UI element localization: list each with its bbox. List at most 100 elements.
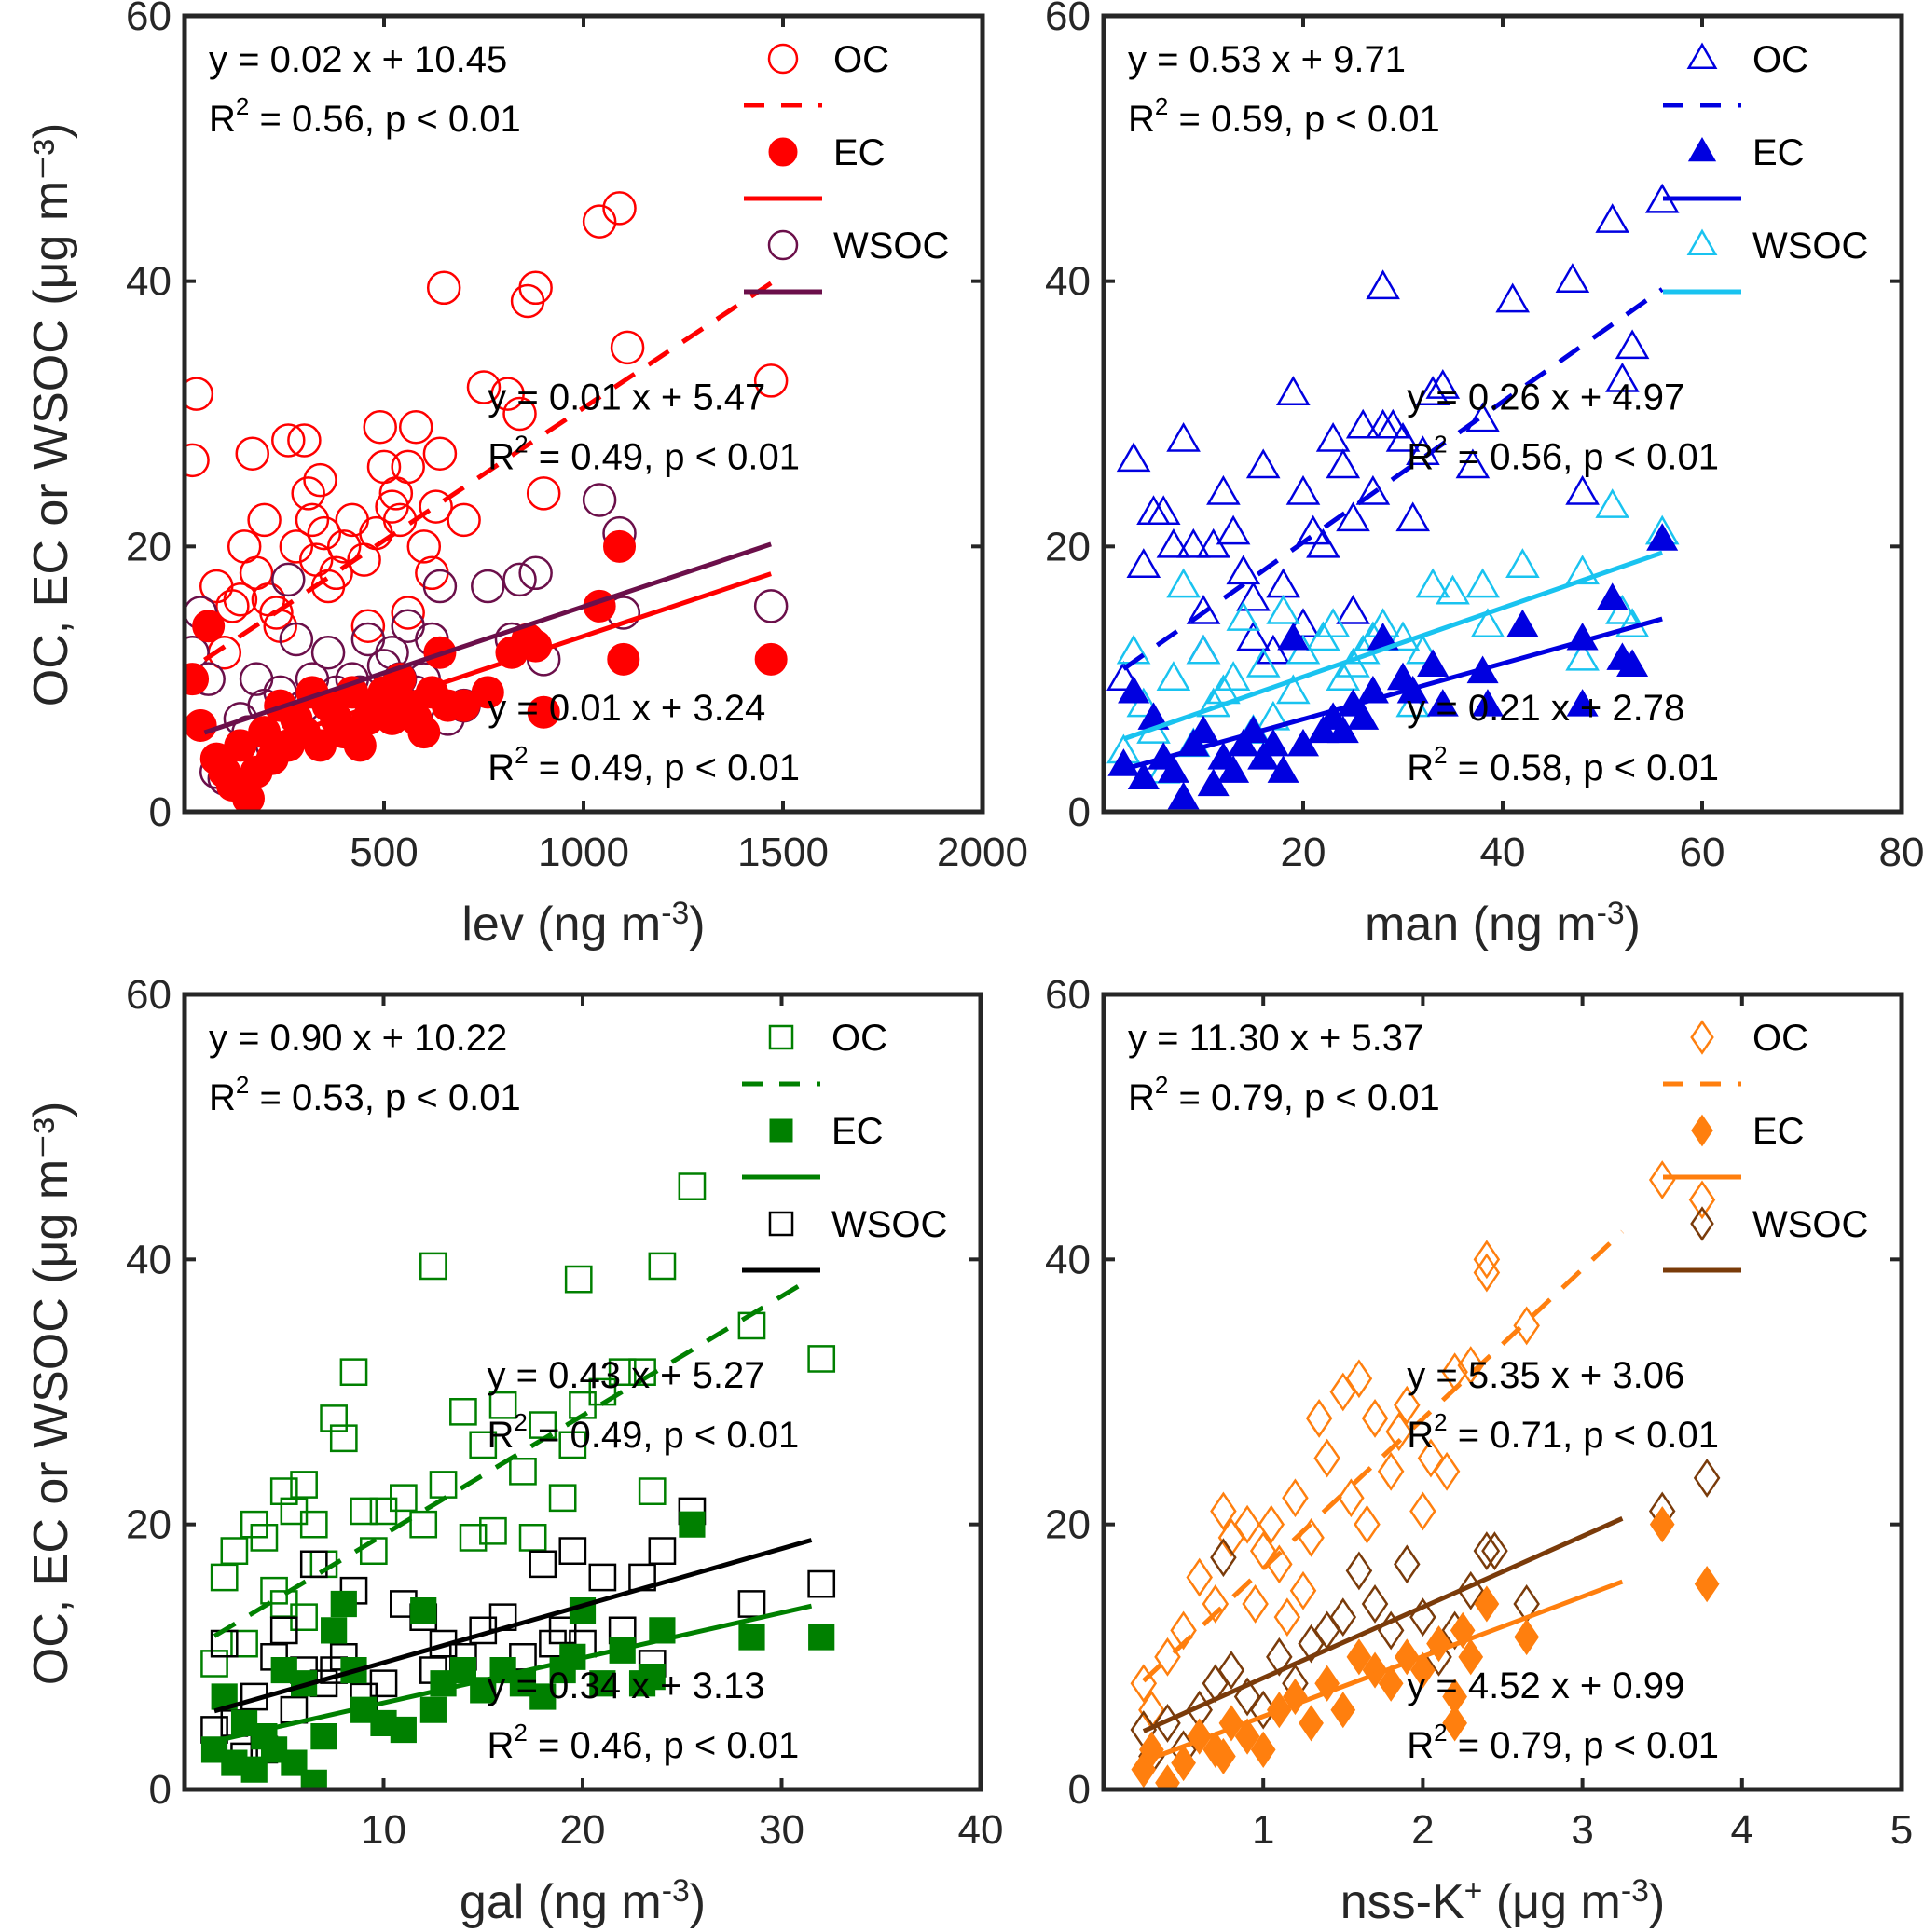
data-point-ec — [1410, 1651, 1436, 1689]
data-point-wsoc — [582, 483, 617, 517]
data-point-oc — [1409, 1491, 1436, 1531]
y-tick-label: 60 — [1045, 0, 1091, 39]
fit-stats-oc: R2 = 0.56, p < 0.01 — [209, 92, 521, 140]
data-point-oc — [309, 1550, 338, 1579]
data-point-oc — [582, 204, 617, 239]
legend-label-oc: OC — [831, 1018, 887, 1059]
x-tick-label: 80 — [1879, 829, 1924, 875]
y-tick-label: 60 — [126, 0, 172, 39]
data-point-ec — [808, 1624, 835, 1651]
data-point-wsoc — [529, 1550, 557, 1579]
data-point-oc — [406, 529, 442, 564]
legend-marker-ec — [1687, 136, 1717, 162]
legend-label-ec: EC — [831, 1111, 884, 1152]
data-point-wsoc — [1186, 634, 1221, 665]
data-point-oc — [1565, 474, 1600, 505]
fit-equation-ec: y = 4.52 x + 0.99 — [1407, 1665, 1684, 1706]
data-point-oc — [320, 1404, 348, 1432]
data-point-wsoc — [310, 635, 346, 670]
data-point-oc — [247, 502, 282, 538]
fit-equation-wsoc: y = 0.26 x + 4.97 — [1407, 377, 1684, 418]
legend-label-ec: EC — [1752, 1111, 1805, 1152]
data-point-ec — [738, 1624, 765, 1651]
data-point-oc — [1296, 514, 1331, 545]
y-tick-label: 20 — [1045, 524, 1091, 569]
data-point-oc — [210, 1563, 239, 1592]
data-point-oc — [1455, 448, 1491, 479]
fit-stats-oc: R2 = 0.59, p < 0.01 — [1128, 92, 1440, 140]
legend: OC EC WSOC — [742, 1018, 947, 1273]
data-point-wsoc — [369, 1669, 398, 1698]
data-point-wsoc — [1595, 488, 1630, 518]
data-point-ec — [321, 1617, 348, 1644]
data-point-oc — [1495, 282, 1531, 313]
legend: OC EC WSOC — [1663, 1018, 1868, 1273]
fit-line-ec — [213, 1603, 813, 1744]
data-point-oc — [299, 1510, 328, 1539]
data-point-ec — [1474, 1585, 1500, 1623]
data-point-wsoc — [558, 1537, 587, 1565]
data-point-wsoc — [1275, 674, 1311, 705]
data-point-oc — [1377, 1451, 1405, 1491]
data-point-ec — [419, 1696, 447, 1723]
legend: OC EC WSOC — [1663, 39, 1868, 295]
data-point-ec — [1330, 1692, 1356, 1729]
data-point-oc — [1395, 501, 1431, 532]
data-point-oc — [1285, 474, 1321, 505]
data-point-oc — [1216, 514, 1251, 545]
data-point-oc — [250, 1524, 279, 1552]
data-point-oc — [1605, 362, 1640, 392]
data-point-ec — [407, 716, 441, 749]
data-point-ec — [1346, 1638, 1372, 1676]
data-point-oc — [1385, 421, 1421, 452]
legend-label-ec: EC — [1752, 132, 1805, 173]
data-point-oc — [1366, 408, 1400, 439]
data-point-oc — [588, 1377, 617, 1406]
y-tick-label: 0 — [1068, 1767, 1091, 1813]
data-point-wsoc — [210, 1629, 239, 1658]
data-point-oc — [1595, 203, 1630, 233]
data-point-oc — [359, 1537, 388, 1565]
legend-label-oc: OC — [1752, 39, 1808, 80]
x-axis-label: nss-K+ (μg m-3) — [1340, 1873, 1665, 1929]
data-point-oc — [602, 191, 637, 226]
data-point-oc — [1417, 1438, 1445, 1478]
data-point-oc — [1106, 661, 1141, 691]
fit-equation-ec: y = 0.21 x + 2.78 — [1407, 688, 1684, 729]
data-point-oc — [1245, 448, 1281, 479]
data-point-oc — [1266, 568, 1300, 598]
data-point-oc — [1336, 501, 1370, 532]
fit-stats-ec: R2 = 0.46, p < 0.01 — [488, 1719, 800, 1766]
data-point-oc — [502, 396, 537, 432]
data-point-oc — [1186, 1557, 1213, 1597]
data-point-oc — [1326, 448, 1361, 479]
data-point-oc — [1236, 621, 1271, 651]
data-point-oc — [610, 330, 645, 365]
x-tick-label: 1 — [1252, 1807, 1274, 1853]
data-point-oc — [1126, 548, 1161, 578]
series-oc — [1130, 1160, 1716, 1730]
data-point-wsoc — [807, 1569, 836, 1598]
plot-area — [185, 191, 789, 812]
data-point-ec — [1157, 755, 1189, 783]
data-point-oc — [628, 1358, 656, 1387]
data-point-wsoc — [1565, 555, 1600, 585]
data-point-oc — [1236, 581, 1271, 611]
data-point-ec — [1171, 1744, 1196, 1782]
data-point-oc — [185, 443, 210, 478]
data-point-oc — [1473, 1253, 1501, 1293]
data-point-ec — [1234, 1718, 1260, 1755]
legend: OC EC WSOC — [744, 39, 949, 295]
panel-gal: 0 20 40 60 10 20 30 40 gal (ng m-3) y = 0.90 x + … — [126, 972, 1003, 1929]
data-point-oc — [518, 1524, 547, 1552]
x-tick-label: 60 — [1680, 829, 1725, 875]
data-point-oc — [419, 489, 453, 524]
data-point-oc — [1305, 1399, 1333, 1438]
fit-stats-ec: R2 = 0.79, p < 0.01 — [1407, 1719, 1719, 1766]
data-point-wsoc — [1266, 594, 1300, 624]
x-tick-label: 2 — [1411, 1807, 1434, 1853]
x-tick-label: 10 — [361, 1807, 406, 1853]
legend-label-wsoc: WSOC — [833, 226, 949, 267]
data-point-ec — [192, 610, 226, 643]
legend-marker-oc — [1686, 42, 1718, 69]
